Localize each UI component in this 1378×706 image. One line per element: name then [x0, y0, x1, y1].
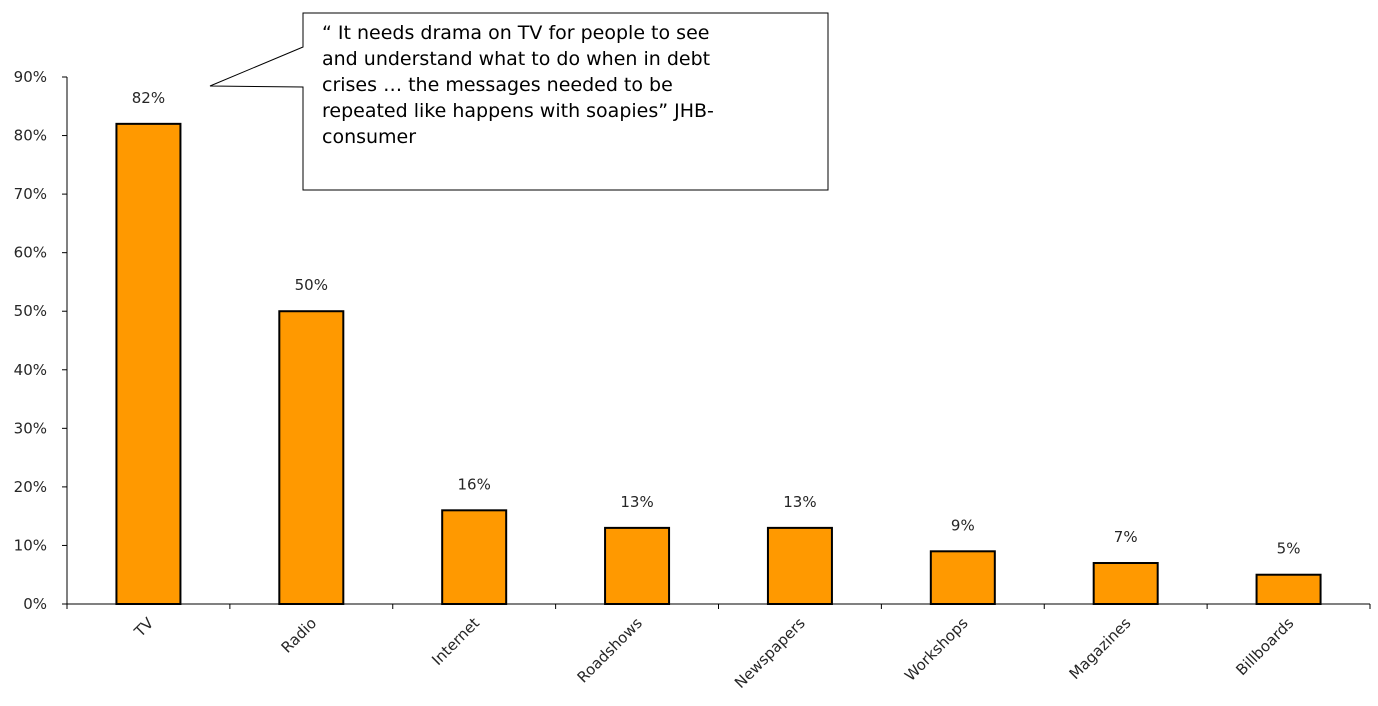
- bar-newspapers: [766, 526, 833, 606]
- bar-billboards: [1255, 573, 1322, 606]
- data-label: 82%: [132, 89, 165, 107]
- bar-magazines: [1092, 562, 1159, 605]
- data-label: 13%: [783, 493, 816, 511]
- bar-tv: [115, 122, 182, 605]
- category-label: Magazines: [1066, 614, 1135, 683]
- y-tick-label: 60%: [14, 244, 47, 262]
- data-label: 50%: [295, 276, 328, 294]
- data-label: 9%: [951, 516, 975, 534]
- y-tick-label: 30%: [14, 419, 47, 437]
- y-tick-label: 90%: [14, 68, 47, 86]
- category-label: Workshops: [901, 614, 972, 685]
- category-label: Roadshows: [574, 614, 646, 686]
- bars: [115, 122, 1322, 606]
- bar-workshops: [929, 550, 996, 605]
- data-label: 7%: [1114, 528, 1138, 546]
- y-tick-label: 80%: [14, 127, 47, 145]
- data-label: 16%: [458, 475, 491, 493]
- callout-quote: “ It needs drama on TV for people to see…: [322, 22, 714, 148]
- category-label: TV: [130, 614, 158, 642]
- bar-radio: [278, 310, 345, 605]
- data-labels: 82% 50% 16% 13% 13% 9% 7% 5%: [132, 89, 1301, 558]
- category-label: Internet: [428, 614, 483, 669]
- category-label: Newspapers: [731, 614, 809, 692]
- data-label: 5%: [1277, 540, 1301, 558]
- x-axis: [66, 603, 1371, 609]
- bar-roadshows: [604, 526, 671, 606]
- category-label: Billboards: [1232, 614, 1297, 679]
- callout-box: [209, 12, 829, 191]
- category-labels: TV Radio Internet Roadshows Newspapers Worksh…: [130, 614, 1297, 692]
- data-label: 13%: [620, 493, 653, 511]
- y-axis: 0% 10% 20% 30% 40% 50% 60% 70% 80% 90%: [14, 68, 68, 613]
- y-tick-label: 40%: [14, 361, 47, 379]
- bar-internet: [441, 509, 508, 605]
- y-tick-label: 20%: [14, 478, 47, 496]
- y-tick-label: 0%: [23, 595, 47, 613]
- y-tick-label: 10%: [14, 536, 47, 554]
- y-tick-label: 70%: [14, 185, 47, 203]
- y-tick-label: 50%: [14, 302, 47, 320]
- category-label: Radio: [278, 614, 321, 657]
